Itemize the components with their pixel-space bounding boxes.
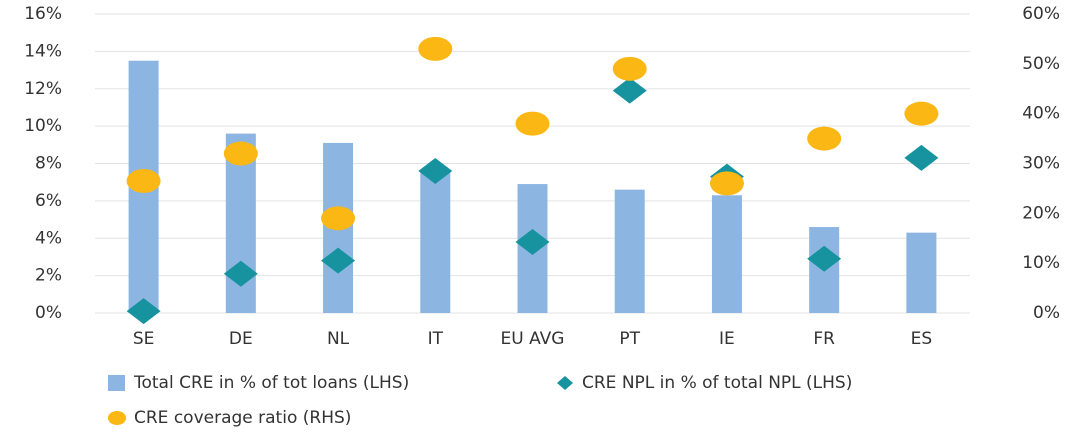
y-tick-label: 10% — [24, 116, 62, 136]
x-tick-label: IE — [719, 329, 735, 349]
x-tick-label: DE — [229, 329, 253, 349]
legend-label: Total CRE in % of tot loans (LHS) — [133, 373, 409, 393]
y2-tick-label: 40% — [1022, 104, 1060, 124]
y2-tick-label: 10% — [1022, 253, 1060, 273]
circle-marker — [418, 36, 453, 61]
circle-marker — [321, 206, 356, 231]
bar — [906, 232, 937, 313]
diamond-marker — [418, 157, 453, 184]
circle-marker — [709, 171, 744, 196]
bar — [614, 189, 645, 313]
x-tick-label: FR — [813, 329, 835, 349]
y-tick-label: 6% — [35, 191, 62, 211]
y-tick-label: 12% — [24, 79, 62, 99]
circle-marker — [904, 101, 939, 126]
circle-marker — [223, 141, 258, 166]
legend-label: CRE coverage ratio (RHS) — [134, 408, 351, 428]
y-tick-label: 16% — [24, 4, 62, 24]
x-tick-label: SE — [133, 329, 155, 349]
circle-marker — [515, 111, 550, 136]
legend-label: CRE NPL in % of total NPL (LHS) — [582, 373, 852, 393]
legend-swatch — [108, 411, 126, 425]
y-tick-label: 8% — [35, 154, 62, 174]
diamond-marker — [904, 144, 939, 171]
circle-marker — [612, 56, 647, 81]
diamond-marker — [807, 245, 842, 272]
x-tick-label: EU AVG — [501, 329, 565, 349]
bar — [420, 172, 451, 313]
diamond-marker — [126, 298, 161, 325]
diamond-marker — [515, 228, 550, 255]
x-tick-label: NL — [327, 329, 350, 349]
x-tick-label: ES — [911, 329, 933, 349]
bar — [711, 195, 742, 313]
y-tick-label: 14% — [24, 41, 62, 61]
y-tick-label: 2% — [35, 266, 62, 286]
y2-tick-label: 60% — [1022, 4, 1060, 24]
y-tick-label: 0% — [35, 303, 62, 323]
y2-tick-label: 0% — [1033, 303, 1060, 323]
y2-tick-label: 30% — [1022, 154, 1060, 174]
y2-tick-label: 20% — [1022, 203, 1060, 223]
legend-swatch — [108, 375, 125, 391]
circle-marker — [807, 126, 842, 151]
diamond-marker — [321, 247, 356, 274]
circle-marker — [126, 168, 161, 193]
diamond-marker — [223, 260, 258, 287]
x-tick-label: IT — [428, 329, 444, 349]
y2-tick-label: 50% — [1022, 54, 1060, 74]
y-tick-label: 4% — [35, 228, 62, 248]
legend-swatch — [557, 376, 573, 390]
diamond-marker — [612, 77, 647, 104]
x-tick-label: PT — [619, 329, 640, 349]
